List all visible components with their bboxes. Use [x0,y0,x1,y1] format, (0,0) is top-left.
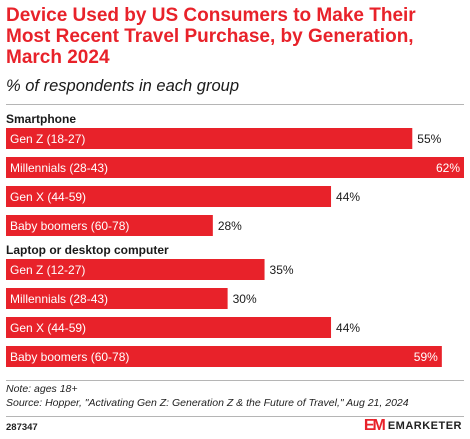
emarketer-logo-word: EMARKETER [387,420,462,432]
bar-category-label: Gen X (44-59) [10,321,86,335]
bar-value-label: 59% [414,350,438,364]
bar-category-label: Millennials (28-43) [10,161,108,175]
group-label: Smartphone [6,112,76,126]
bar [6,288,228,309]
bottom-divider [6,380,464,381]
chart-id: 287347 [6,422,38,433]
bar-category-label: Baby boomers (60-78) [10,219,129,233]
bar-category-label: Gen X (44-59) [10,190,86,204]
bar-value-label: 28% [218,219,242,233]
bar [6,128,413,149]
footer-divider [6,416,464,417]
chart-note: Note: ages 18+ [6,383,78,395]
bar [6,186,332,207]
bar-chart: Smartphone Gen Z (18-27) 55% Millennials (2… [6,112,464,367]
bar-category-label: Baby boomers (60-78) [10,350,129,364]
emarketer-logo: EM EMARKETER [364,417,462,435]
bar [6,215,213,236]
bar-value-label: 44% [336,321,360,335]
bar [6,317,332,338]
bar-value-label: 30% [233,292,257,306]
bar-category-label: Gen Z (18-27) [10,132,85,146]
chart-subtitle: % of respondents in each group [6,77,239,95]
chart-title: Device Used by US Consumers to Make Thei… [6,5,416,68]
bar [6,259,265,280]
bar-value-label: 55% [417,132,441,146]
bar [6,157,464,178]
top-divider [6,104,464,105]
emarketer-logo-mark: EM [363,417,386,434]
chart-source: Source: Hopper, "Activating Gen Z: Gener… [6,397,409,409]
bar-category-label: Millennials (28-43) [10,292,108,306]
group-label: Laptop or desktop computer [6,243,169,257]
bar-value-label: 44% [336,190,360,204]
bar [6,346,442,367]
bar-category-label: Gen Z (12-27) [10,263,85,277]
bar-value-label: 35% [270,263,294,277]
bar-value-label: 62% [436,161,460,175]
